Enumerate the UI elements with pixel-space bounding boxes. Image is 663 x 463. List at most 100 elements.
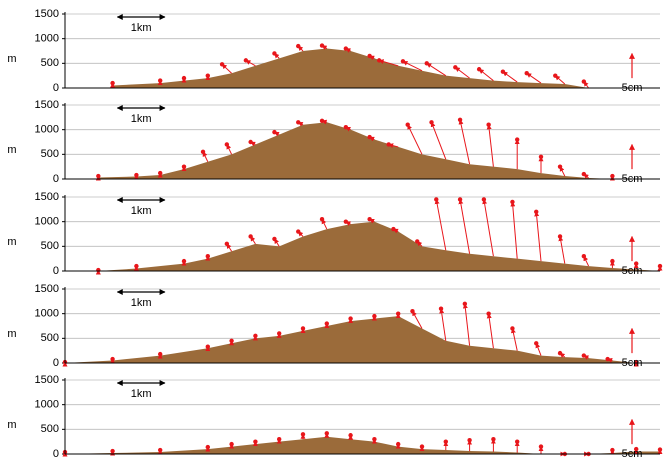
vector-tip xyxy=(272,129,277,135)
vector-tip xyxy=(181,75,187,81)
vector-scale-label: 5cm xyxy=(622,265,643,277)
vector-tip xyxy=(457,197,463,202)
displacement-vector xyxy=(402,60,423,72)
displacement-vector xyxy=(534,211,542,262)
vector-tip xyxy=(557,164,563,169)
vector-tip xyxy=(462,301,468,306)
vector-tip xyxy=(515,439,520,444)
vector-tip xyxy=(610,258,615,264)
displacement-vector xyxy=(510,327,518,351)
vector-scale-label: 5cm xyxy=(622,82,643,94)
vector-tip xyxy=(367,53,372,59)
y-tick-label: 0 xyxy=(53,82,59,94)
y-axis-label: m xyxy=(7,236,16,248)
terrain-area xyxy=(98,122,613,179)
y-tick-label: 0 xyxy=(53,357,59,369)
y-tick-label: 500 xyxy=(41,240,59,252)
vector-tip xyxy=(343,125,349,130)
vector-tip xyxy=(253,439,258,444)
vector-tip xyxy=(277,331,282,336)
vector-tip xyxy=(538,154,544,159)
y-tick-label: 1500 xyxy=(35,8,59,20)
scale-bar-label: 1km xyxy=(131,297,152,309)
scale-bar-label: 1km xyxy=(131,22,152,34)
vector-tip xyxy=(581,254,587,259)
displacement-vector xyxy=(526,72,542,84)
vector-tip xyxy=(229,338,234,343)
displacement-vector xyxy=(412,310,423,329)
vector-tip xyxy=(300,432,306,437)
vector-tip xyxy=(391,226,396,232)
displacement-vector xyxy=(558,235,566,264)
displacement-vector xyxy=(407,124,423,155)
y-tick-label: 1000 xyxy=(35,308,59,320)
displacement-vector xyxy=(462,303,471,346)
vector-tip xyxy=(476,67,482,72)
y-tick-label: 1000 xyxy=(35,216,59,228)
vector-tip xyxy=(158,170,163,176)
vector-tip xyxy=(557,350,563,356)
vector-tip xyxy=(205,73,210,78)
displacement-vector xyxy=(478,68,494,81)
vector-tip xyxy=(372,437,377,442)
vector-tip xyxy=(491,437,496,442)
vector-tip xyxy=(467,437,472,443)
vector-tip xyxy=(181,164,187,169)
vector-tip xyxy=(110,80,115,86)
y-tick-label: 1500 xyxy=(35,191,59,203)
vector-tip xyxy=(158,447,163,453)
vector-tip xyxy=(348,316,353,321)
vector-tip xyxy=(205,344,210,349)
vector-tip xyxy=(534,209,539,214)
vector-tip xyxy=(434,197,439,202)
terrain-area xyxy=(65,436,660,454)
vector-tip xyxy=(300,326,306,331)
vector-tip xyxy=(410,309,415,314)
vector-tip xyxy=(110,356,115,362)
vector-tip xyxy=(534,341,539,346)
vector-tip xyxy=(134,172,139,178)
y-tick-label: 0 xyxy=(53,448,59,458)
vector-tip xyxy=(581,353,587,358)
vector-tip xyxy=(657,447,663,452)
vector-tip xyxy=(319,43,325,48)
displacement-vector xyxy=(454,66,470,79)
vector-tip xyxy=(376,58,382,63)
vector-tip xyxy=(610,173,615,179)
vector-tip xyxy=(405,122,410,127)
displacement-vector xyxy=(486,313,494,349)
vector-tip xyxy=(343,46,349,51)
vector-tip xyxy=(605,356,610,362)
vector-tip xyxy=(634,261,639,266)
vector-tip xyxy=(443,439,448,444)
vector-tip xyxy=(205,254,210,259)
displacement-vector xyxy=(458,198,471,254)
vector-tip xyxy=(200,149,206,155)
vector-tip xyxy=(581,171,587,177)
displacement-vector xyxy=(430,121,447,160)
vector-tip xyxy=(657,263,663,269)
scale-bar-label: 1km xyxy=(131,388,152,400)
vector-tip xyxy=(510,199,515,205)
vector-tip xyxy=(324,431,329,436)
y-axis-label: m xyxy=(7,328,16,340)
terrain-area xyxy=(65,316,637,363)
y-axis-label: m xyxy=(7,419,16,431)
y-tick-label: 1000 xyxy=(35,399,59,411)
displacement-vector xyxy=(458,119,471,165)
vector-tip xyxy=(386,142,391,147)
displacement-vector xyxy=(510,201,518,259)
vector-tip xyxy=(324,321,329,326)
vector-tip xyxy=(500,69,506,74)
y-axis-label: m xyxy=(7,53,16,65)
vector-tip xyxy=(486,311,491,316)
displacement-vector xyxy=(439,308,447,341)
y-tick-label: 1000 xyxy=(35,33,59,45)
vector-tip xyxy=(524,71,529,76)
vector-tip xyxy=(538,444,544,449)
y-tick-label: 0 xyxy=(53,173,59,185)
y-tick-label: 500 xyxy=(41,57,59,69)
vector-tip xyxy=(510,326,515,331)
vector-tip xyxy=(415,239,420,244)
vector-scale-label: 5cm xyxy=(622,448,643,458)
